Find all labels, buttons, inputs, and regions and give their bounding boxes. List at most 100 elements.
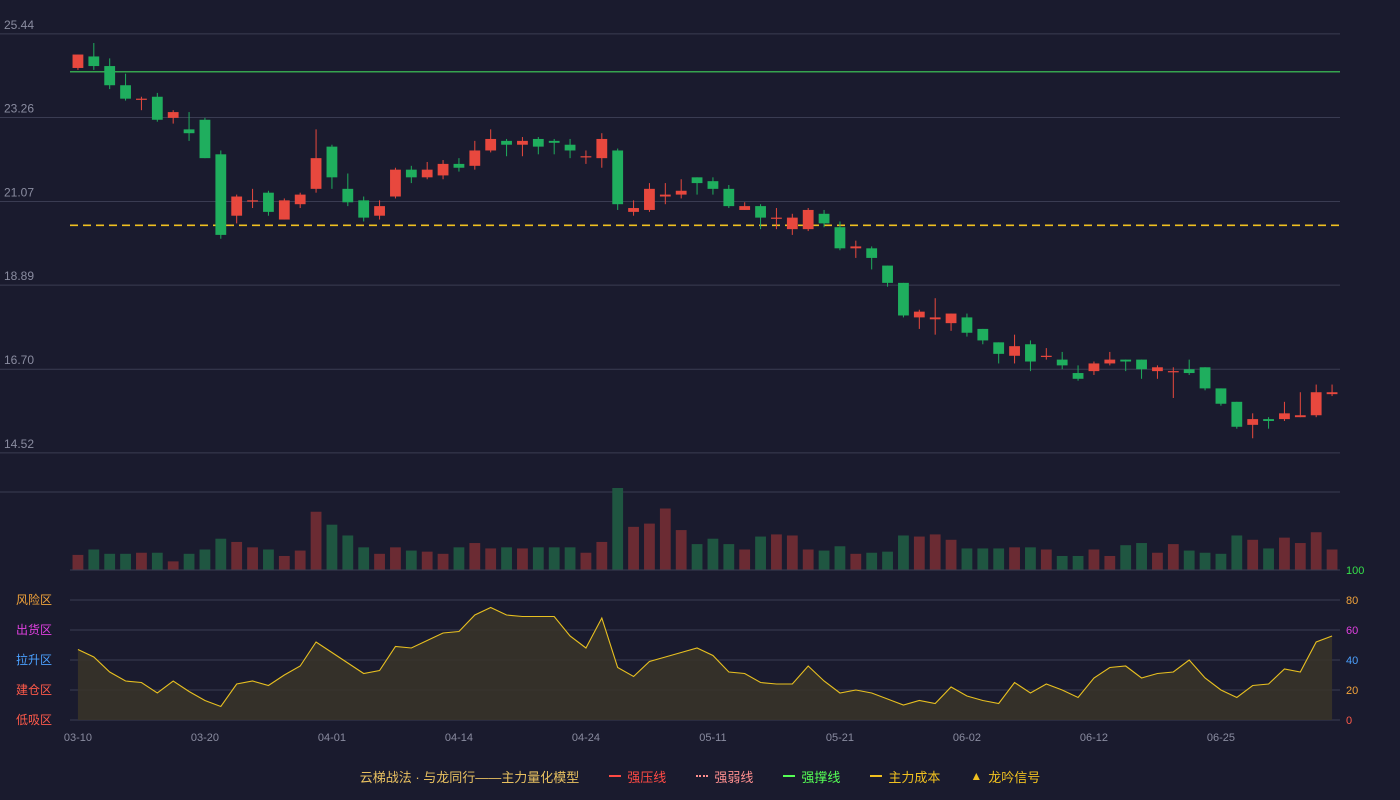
- candle-body: [707, 181, 719, 189]
- candle-body: [199, 119, 211, 159]
- candle-body: [1152, 367, 1163, 372]
- volume-bar: [993, 548, 1005, 570]
- x-tick-label: 05-21: [826, 732, 854, 744]
- candle-body: [1056, 359, 1068, 366]
- legend-item-strong-support[interactable]: 强撑线: [783, 767, 840, 786]
- legend-item-strong-pressure[interactable]: 强压线: [609, 767, 666, 786]
- x-tick-label: 04-01: [318, 732, 346, 744]
- candle-body: [786, 217, 798, 230]
- candle-body: [818, 213, 830, 224]
- candle-body: [913, 311, 925, 318]
- volume-bar: [437, 553, 449, 570]
- candle-body: [1009, 346, 1020, 356]
- candle-body: [993, 342, 1005, 354]
- candle-body: [1120, 359, 1132, 362]
- volume-bar: [961, 548, 973, 570]
- volume-bar: [596, 541, 608, 570]
- volume-bar: [405, 550, 417, 570]
- legend-label: 强撑线: [801, 769, 841, 785]
- x-tick-label: 06-02: [953, 732, 981, 744]
- indicator-tick-label: 0: [1346, 715, 1352, 727]
- volume-bar: [104, 553, 116, 570]
- candle-body: [1136, 359, 1147, 370]
- volume-bar: [326, 524, 338, 570]
- indicator-tick-label: 20: [1346, 685, 1358, 697]
- candle-body: [802, 209, 814, 230]
- volume-bar: [755, 536, 766, 570]
- volume-bar: [1279, 537, 1290, 570]
- volume-bar: [659, 508, 671, 570]
- candle-body: [532, 138, 544, 147]
- indicator-tick-label: 100: [1346, 565, 1364, 577]
- volume-bar: [1136, 543, 1147, 570]
- candle-body: [485, 138, 497, 151]
- candle-body: [342, 188, 354, 203]
- candle-body: [755, 206, 766, 218]
- x-tick-label: 05-11: [699, 732, 726, 744]
- volume-bar: [532, 547, 544, 570]
- candle-body: [183, 129, 195, 134]
- indicator-zone-label: 拉升区: [16, 652, 52, 667]
- candle-body: [580, 156, 592, 158]
- volume-bar: [802, 549, 814, 570]
- candle-body: [469, 150, 481, 166]
- indicator-area: [77, 607, 1333, 720]
- volume-bar: [850, 553, 862, 570]
- candle-body: [1088, 363, 1100, 372]
- indicator-zone-label: 出货区: [16, 622, 52, 637]
- candle-body: [961, 317, 973, 333]
- volume-bar: [1167, 544, 1179, 570]
- candle-body: [120, 85, 131, 99]
- volume-bar: [151, 552, 163, 570]
- volume-bar: [1183, 550, 1195, 570]
- volume-bar: [421, 551, 433, 570]
- candle-body: [866, 248, 878, 258]
- dotted-line-icon: [696, 775, 709, 777]
- volume-bar: [1247, 539, 1259, 570]
- candle-body: [88, 56, 100, 67]
- volume-bar: [1326, 549, 1338, 570]
- volume-bar: [1104, 555, 1116, 570]
- candle-body: [1294, 415, 1306, 418]
- volume-bar: [898, 535, 909, 570]
- candle-body: [1104, 359, 1116, 364]
- legend-label: 主力成本: [888, 769, 941, 785]
- x-tick-label: 06-25: [1207, 732, 1235, 744]
- candle-body: [834, 227, 846, 249]
- legend-item-dragon-signal[interactable]: ▲ 龙吟信号: [970, 767, 1040, 786]
- volume-bar: [1294, 543, 1306, 570]
- volume-bar: [882, 551, 893, 570]
- indicator-zone-label: 风险区: [16, 592, 52, 607]
- indicator-zone-label: 低吸区: [16, 713, 52, 727]
- volume-bar: [453, 547, 465, 570]
- volume-bar: [231, 541, 243, 570]
- volume-bar: [1152, 552, 1163, 570]
- volume-bar: [548, 547, 560, 570]
- triangle-icon: ▲: [970, 769, 983, 783]
- candlestick-chart: 25.44 23.26 21.07 18.89 16.70 14.52 100 80 60 40 2…: [0, 18, 1364, 744]
- volume-bar: [1231, 535, 1243, 570]
- candle-body: [644, 188, 655, 210]
- candle-body: [691, 177, 703, 184]
- volume-bar: [390, 547, 401, 570]
- candle-body: [1199, 367, 1211, 389]
- volume-bar: [564, 547, 576, 570]
- candle-body: [1072, 373, 1084, 379]
- legend-item-strength-line[interactable]: 强弱线: [696, 767, 753, 786]
- candle-body: [310, 158, 322, 189]
- volume-bar: [723, 544, 735, 570]
- candle-body: [771, 217, 782, 219]
- candle-body: [675, 190, 687, 195]
- volume-bar: [834, 546, 846, 570]
- volume-bar: [1056, 555, 1068, 570]
- candle-body: [104, 66, 116, 86]
- legend-item-main-cost[interactable]: 主力成本: [870, 767, 940, 786]
- candle-body: [723, 188, 735, 207]
- candle-body: [1215, 388, 1227, 404]
- dashed-line-icon: [870, 775, 883, 777]
- y-tick-label: 14.52: [4, 437, 34, 451]
- legend-label: 龙吟信号: [988, 769, 1041, 785]
- x-tick-label: 06-12: [1080, 732, 1108, 744]
- candle-body: [437, 163, 449, 176]
